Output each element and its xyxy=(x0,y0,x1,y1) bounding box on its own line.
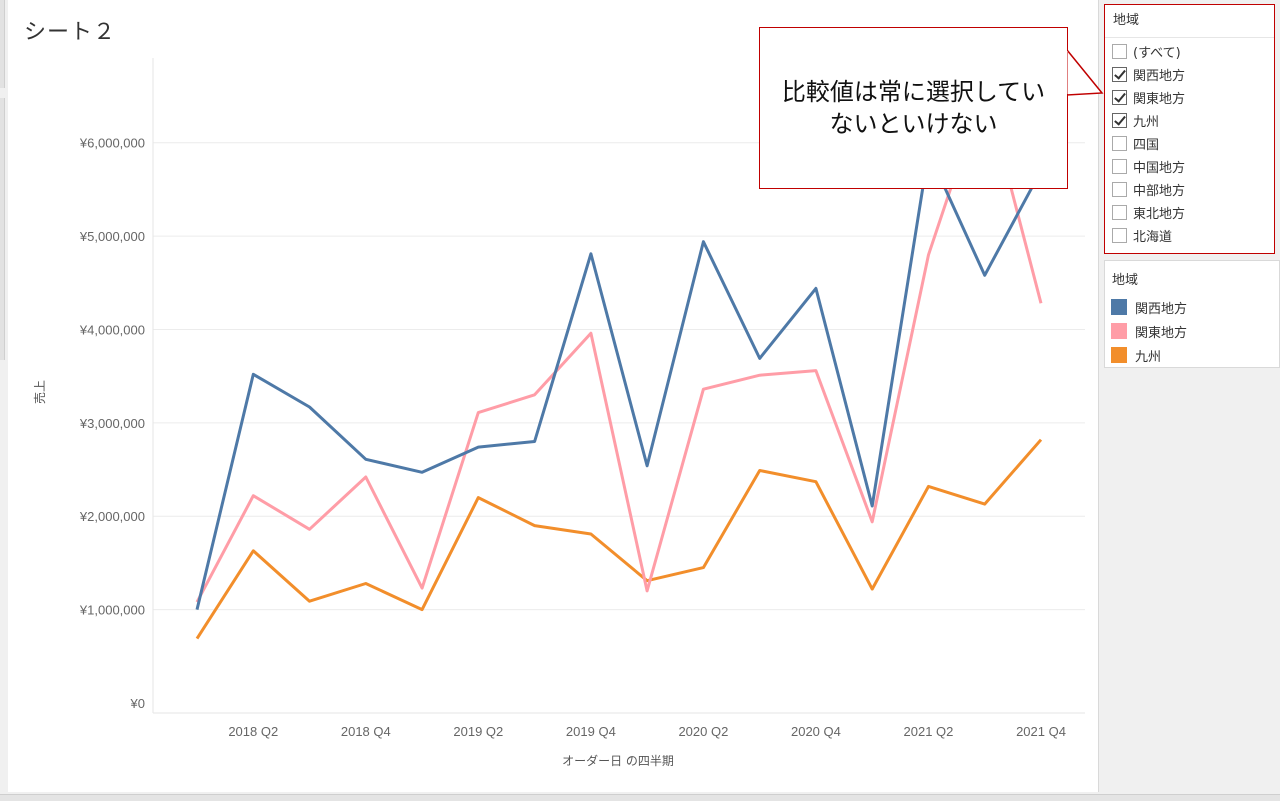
series-line-関西地方[interactable] xyxy=(195,150,1043,610)
filter-title: 地域 xyxy=(1113,13,1140,28)
legend-label: 関西地方 xyxy=(1135,301,1188,317)
legend-label: 関東地方 xyxy=(1135,325,1188,341)
series-line-九州[interactable] xyxy=(195,438,1043,640)
filter-item[interactable]: 中部地方 xyxy=(1112,179,1185,199)
checkbox[interactable] xyxy=(1112,89,1127,105)
y-tick-label: ¥0 xyxy=(130,696,145,711)
y-tick-label: ¥4,000,000 xyxy=(79,322,145,337)
filter-divider xyxy=(1105,37,1274,38)
checkbox[interactable] xyxy=(1112,66,1127,82)
filter-item[interactable]: 中国地方 xyxy=(1112,156,1185,176)
filter-item-label: 関東地方 xyxy=(1133,91,1186,107)
callout-annotation: 比較値は常に選択していないといけない xyxy=(759,27,1068,189)
x-axis-ticks: 2018 Q2 2018 Q4 2019 Q2 2019 Q4 2020 Q2 2020 … xyxy=(228,724,1066,739)
checkbox[interactable] xyxy=(1112,112,1127,128)
y-axis-title: 売上 xyxy=(32,380,47,404)
y-tick-label: ¥3,000,000 xyxy=(79,416,145,431)
bottom-scrollbar[interactable] xyxy=(0,794,1280,801)
y-tick-label: ¥6,000,000 xyxy=(79,136,145,151)
sheet-title: シート２ xyxy=(24,20,117,45)
legend-title: 地域 xyxy=(1112,273,1139,288)
x-tick-label: 2018 Q2 xyxy=(228,724,278,739)
y-tick-label: ¥5,000,000 xyxy=(79,229,145,244)
filter-item-label: 東北地方 xyxy=(1133,206,1186,222)
filter-item-label: 中国地方 xyxy=(1133,160,1186,176)
legend-swatch xyxy=(1111,323,1127,339)
x-tick-label: 2019 Q2 xyxy=(453,724,503,739)
filter-item[interactable]: 四国 xyxy=(1112,133,1159,153)
legend-swatch xyxy=(1111,299,1127,315)
x-tick-label: 2021 Q4 xyxy=(1016,724,1066,739)
filter-item-label: 九州 xyxy=(1133,114,1160,130)
checkbox[interactable] xyxy=(1112,204,1127,220)
x-tick-label: 2018 Q4 xyxy=(341,724,391,739)
x-tick-label: 2020 Q4 xyxy=(791,724,841,739)
y-tick-label: ¥1,000,000 xyxy=(79,603,145,618)
filter-item[interactable]: 北海道 xyxy=(1112,225,1172,245)
filter-item-label: 四国 xyxy=(1133,137,1160,153)
legend-item[interactable]: 九州 xyxy=(1111,345,1161,365)
region-filter-panel: 地域 (すべて) 関西地方関東地方九州四国中国地方中部地方東北地方北海道 xyxy=(1104,4,1275,254)
filter-item[interactable]: 九州 xyxy=(1112,110,1159,130)
legend-swatch xyxy=(1111,347,1127,363)
checkbox[interactable] xyxy=(1112,227,1127,243)
x-tick-label: 2021 Q2 xyxy=(904,724,954,739)
x-tick-label: 2019 Q4 xyxy=(566,724,616,739)
checkbox[interactable] xyxy=(1112,158,1127,174)
legend-item[interactable]: 関東地方 xyxy=(1111,321,1187,341)
x-axis-title: オーダー日 の四半期 xyxy=(562,753,674,768)
series-line-関東地方[interactable] xyxy=(195,85,1043,603)
y-tick-label: ¥2,000,000 xyxy=(79,509,145,524)
checkbox[interactable] xyxy=(1112,135,1127,151)
filter-item-label: 中部地方 xyxy=(1133,183,1186,199)
left-edge-pane xyxy=(0,98,5,360)
callout-text: 比較値は常に選択していないといけない xyxy=(781,78,1046,138)
filter-item[interactable]: 関東地方 xyxy=(1112,87,1185,107)
filter-item[interactable]: 関西地方 xyxy=(1112,64,1185,84)
color-legend-panel: 地域 関西地方関東地方九州 xyxy=(1104,260,1280,368)
line-chart[interactable]: ¥0 ¥1,000,000 ¥2,000,000 ¥3,000,000 ¥4,000,0… xyxy=(8,0,1098,792)
checkbox[interactable] xyxy=(1112,181,1127,197)
filter-item-label: 北海道 xyxy=(1133,229,1173,245)
legend-item[interactable]: 関西地方 xyxy=(1111,297,1187,317)
checkbox[interactable] xyxy=(1112,43,1127,59)
legend-label: 九州 xyxy=(1135,349,1162,365)
gridlines xyxy=(152,58,1085,714)
y-axis-ticks: ¥0 ¥1,000,000 ¥2,000,000 ¥3,000,000 ¥4,000,0… xyxy=(79,136,145,711)
filter-item-label: 関西地方 xyxy=(1133,68,1186,84)
filter-item-label: (すべて) xyxy=(1133,45,1181,61)
x-tick-label: 2020 Q2 xyxy=(678,724,728,739)
left-edge-pane xyxy=(0,0,5,88)
series-lines xyxy=(195,85,1043,640)
filter-item[interactable]: (すべて) xyxy=(1112,41,1181,61)
filter-item[interactable]: 東北地方 xyxy=(1112,202,1185,222)
